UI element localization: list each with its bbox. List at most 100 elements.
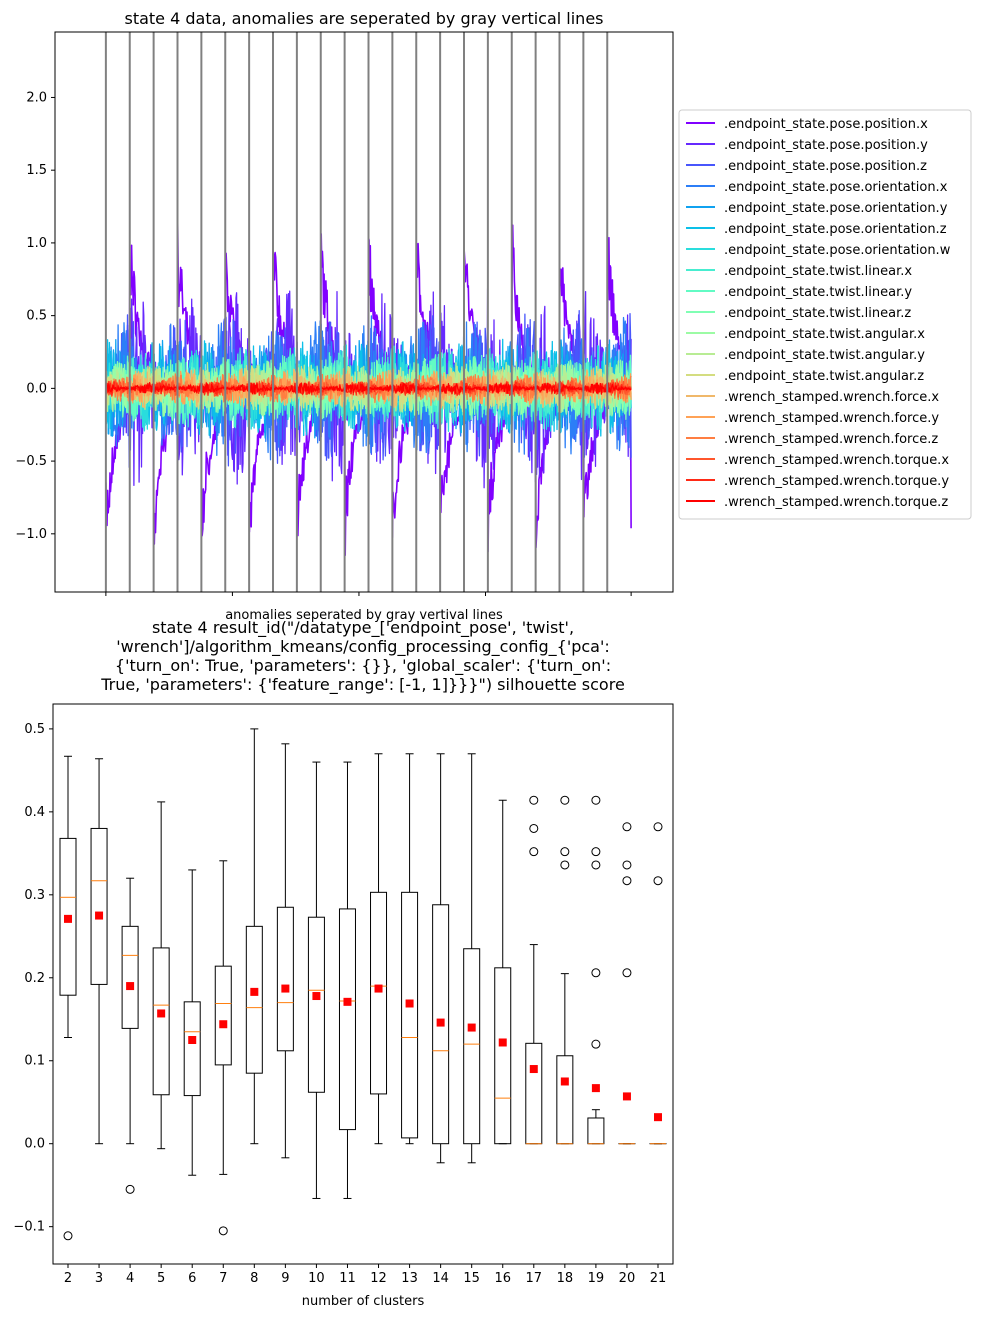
mean-marker	[467, 1023, 476, 1032]
box-body	[152, 947, 170, 1096]
mean-marker	[157, 1009, 166, 1018]
x-tick-label: 6	[188, 1271, 196, 1286]
mean-marker	[343, 997, 352, 1006]
x-tick-label: 3	[95, 1271, 103, 1286]
box-body	[432, 904, 450, 1145]
box-16	[494, 799, 512, 1145]
y-tick-label: −1.0	[15, 527, 47, 542]
y-tick-label: 0.4	[24, 805, 45, 820]
x-tick-label: 17	[526, 1271, 543, 1286]
line-chart-legend: .endpoint_state.pose.position.x .endpoint…	[678, 109, 972, 520]
box-21	[649, 822, 667, 1145]
box-17	[525, 795, 543, 1145]
x-tick-label: 18	[557, 1271, 574, 1286]
outlier-point	[560, 860, 570, 870]
plot-frame	[54, 31, 674, 593]
outlier-point	[218, 1226, 228, 1236]
mean-marker	[219, 1020, 228, 1029]
box-body	[276, 906, 294, 1052]
legend-entry: .endpoint_state.pose.orientation.y	[724, 201, 948, 216]
outlier-point	[622, 822, 632, 832]
outlier-point	[591, 795, 601, 805]
outlier-point	[529, 823, 539, 833]
x-tick-label: 19	[588, 1271, 605, 1286]
box-body	[338, 908, 356, 1131]
y-tick-label: 1.0	[26, 236, 47, 251]
box-chart-panel: state 4 result_id("/datatype_['endpoint_…	[13, 618, 674, 1309]
box-body	[90, 827, 108, 985]
outlier-point	[529, 795, 539, 805]
box-15	[463, 753, 481, 1164]
mean-marker	[591, 1084, 600, 1093]
mean-marker	[529, 1065, 538, 1074]
legend-entry: .endpoint_state.twist.linear.z	[724, 306, 911, 321]
box-body	[245, 925, 263, 1074]
legend-entry: .wrench_stamped.wrench.torque.y	[724, 474, 949, 489]
box-chart-title-line: True, 'parameters': {'feature_range': [-…	[100, 675, 625, 695]
box-3	[90, 758, 108, 1145]
mean-marker	[312, 992, 321, 1001]
box-14	[432, 753, 450, 1164]
mean-marker	[64, 914, 72, 923]
x-tick-label: 4	[126, 1271, 134, 1286]
mean-marker	[126, 982, 135, 991]
x-tick-label: 5	[157, 1271, 165, 1286]
mean-marker	[188, 1036, 197, 1044]
box-8	[245, 728, 263, 1145]
x-tick-label: 14	[432, 1271, 449, 1286]
x-tick-label: 20	[619, 1271, 636, 1286]
legend-entry: .endpoint_state.twist.angular.y	[724, 348, 925, 363]
y-tick-label: 0.5	[24, 722, 45, 737]
x-tick-label: 11	[339, 1271, 356, 1286]
box-body	[307, 916, 325, 1093]
legend-entry: .endpoint_state.twist.angular.z	[724, 369, 924, 384]
box-body	[556, 1055, 574, 1145]
box-chart-x-axis-label: number of clusters	[302, 1294, 425, 1309]
box-7	[214, 860, 232, 1236]
box-6	[183, 869, 201, 1176]
legend-entry: .endpoint_state.pose.position.x	[724, 117, 928, 132]
x-tick-label: 15	[463, 1271, 480, 1286]
outlier-point	[560, 847, 570, 857]
outlier-point	[622, 860, 632, 870]
box-body	[183, 1001, 201, 1097]
line-chart-title: state 4 data, anomalies are seperated by…	[124, 9, 603, 28]
x-tick-label: 9	[281, 1271, 289, 1286]
box-body	[525, 1042, 543, 1145]
line-chart-x-axis-label: anomalies seperated by gray vertival lin…	[225, 608, 503, 623]
mean-marker	[95, 911, 104, 920]
x-tick-label: 2	[64, 1271, 72, 1286]
box-10	[307, 761, 325, 1199]
mean-marker	[436, 1018, 445, 1027]
y-tick-label: 0.3	[24, 888, 45, 903]
x-tick-label: 10	[308, 1271, 325, 1286]
y-tick-label: 2.0	[26, 90, 47, 105]
y-tick-label: −0.1	[13, 1220, 45, 1235]
legend-frame	[678, 109, 972, 520]
legend-entry: .endpoint_state.pose.orientation.w	[724, 243, 951, 258]
x-tick-label: 13	[401, 1271, 418, 1286]
mean-marker	[622, 1092, 631, 1101]
box-body	[121, 925, 139, 1029]
y-tick-label: 1.5	[26, 163, 47, 178]
x-tick-label: 7	[219, 1271, 227, 1286]
box-body	[370, 891, 388, 1095]
legend-entry: .endpoint_state.twist.linear.x	[724, 264, 912, 279]
box-body	[59, 837, 77, 996]
box-20	[618, 822, 636, 1145]
box-4	[121, 877, 139, 1194]
outlier-point	[591, 847, 601, 857]
x-tick-label: 12	[370, 1271, 387, 1286]
box-body	[214, 965, 232, 1066]
box-19	[587, 795, 605, 1145]
outlier-point	[63, 1231, 73, 1241]
plot-frame	[52, 703, 674, 1265]
box-2	[59, 755, 77, 1241]
mean-marker	[405, 999, 414, 1008]
box-chart-plot-area: −0.1 0.0 0.1 0.2 0.3 0.4 0.5 2 3 4 5 6 7 8 9 10 11 12 13 14…	[13, 703, 674, 1286]
box-5	[152, 801, 170, 1150]
line-chart-plot-area: −1.0 −0.5 0.0 0.5 1.0 1.5 2.0	[15, 31, 674, 596]
y-tick-label: 0.0	[26, 381, 47, 396]
outlier-point	[622, 968, 632, 978]
